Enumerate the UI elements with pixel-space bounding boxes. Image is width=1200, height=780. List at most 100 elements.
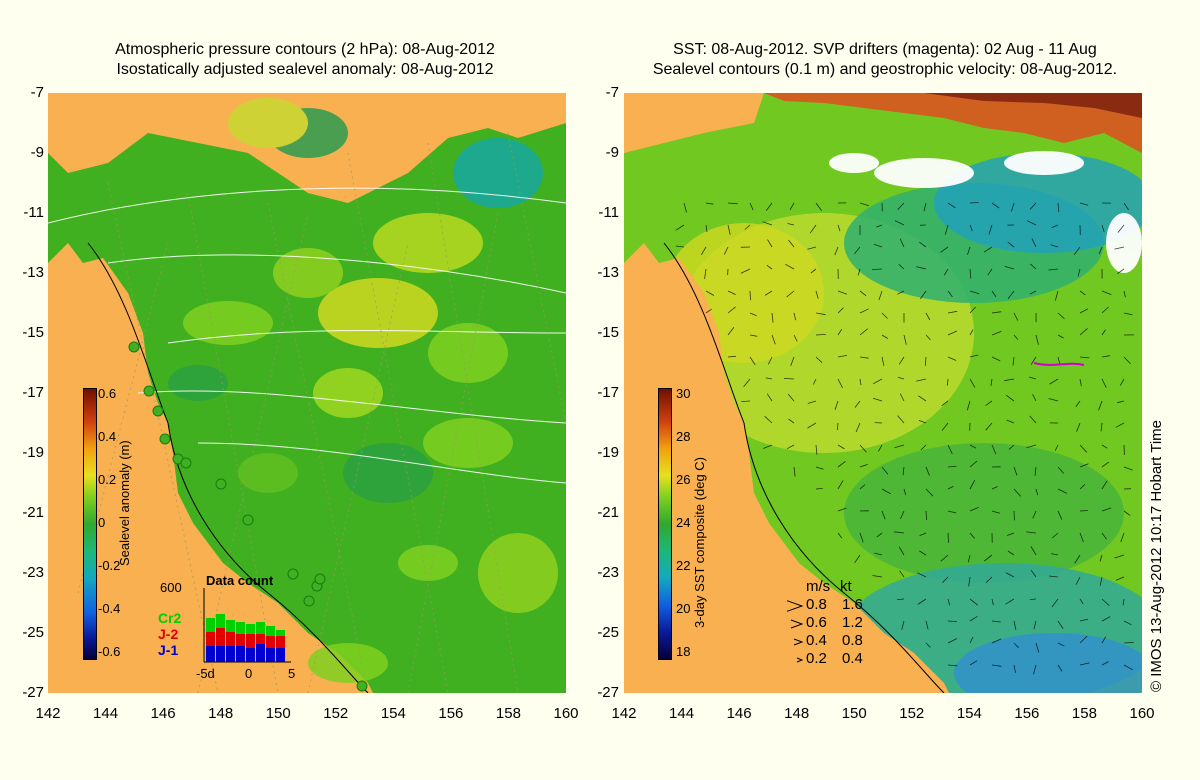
velocity-arrow [984, 554, 993, 562]
velocity-arrow [969, 306, 976, 314]
velocity-arrow [969, 480, 976, 490]
velocity-arrow [1114, 554, 1125, 559]
right-x-tick: 160 [1129, 705, 1155, 722]
sealevel-colorbar-tick: 0.6 [98, 386, 117, 401]
velocity-arrow [837, 532, 843, 539]
velocity-arrow [942, 576, 949, 583]
right-x-tick: 154 [956, 705, 982, 722]
velocity-arrow [762, 221, 773, 226]
sst-map-graphic [624, 93, 1142, 693]
right-x-tick: 156 [1014, 705, 1040, 722]
velocity-arrow [1079, 532, 1084, 543]
velocity-header-kt: kt [840, 578, 852, 595]
velocity-arrow [1079, 510, 1088, 512]
velocity-arrow [881, 510, 886, 520]
velocity-arrow [1073, 246, 1081, 255]
sealevel-colorbar-tick: 0 [98, 515, 106, 530]
velocity-arrow [1029, 202, 1037, 210]
left-x-tick: 142 [35, 705, 61, 722]
velocity-arrow [943, 268, 949, 276]
left-x-tick: 146 [150, 705, 176, 722]
velocity-arrow [859, 290, 867, 297]
data-count-xtick-neg: -5d [196, 666, 215, 681]
velocity-arrow [1122, 598, 1125, 606]
velocity-legend-kt: 1.6 [842, 596, 863, 613]
velocity-arrow [1004, 266, 1015, 270]
velocity-arrow [1079, 662, 1090, 666]
velocity-arrow [1101, 598, 1110, 606]
velocity-arrow [675, 245, 685, 248]
sst-colorbar-title: 3-day SST composite (deg C) [692, 457, 707, 628]
velocity-arrow [991, 356, 1001, 362]
velocity-arrow [1029, 290, 1037, 295]
velocity-arrow [727, 355, 736, 358]
velocity-arrow [881, 488, 891, 495]
velocity-arrow [947, 664, 958, 667]
velocity-arrow [749, 290, 751, 301]
velocity-arrow [876, 532, 883, 538]
velocity-arrow [744, 224, 751, 230]
velocity-arrow [765, 202, 773, 211]
imos-credit: © IMOS 13-Aug-2012 10:17 Hobart Time [1148, 419, 1165, 692]
velocity-arrow [872, 575, 883, 578]
velocity-arrow [1123, 664, 1133, 671]
velocity-arrow [1114, 246, 1125, 250]
velocity-arrow [874, 552, 883, 556]
velocity-arrow [1123, 290, 1126, 298]
right-y-tick: -13 [597, 264, 619, 281]
velocity-arrow [991, 290, 997, 298]
velocity-arrow [969, 460, 978, 468]
velocity-arrow [897, 290, 905, 295]
velocity-arrow [894, 220, 905, 226]
velocity-arrow [859, 464, 868, 468]
velocity-arrow [1079, 444, 1088, 453]
velocity-arrow [1057, 334, 1064, 339]
velocity-arrow [1057, 312, 1065, 319]
velocity-arrow [740, 268, 751, 274]
right-y-tick: -19 [597, 444, 619, 461]
velocity-arrow [705, 290, 715, 296]
velocity-arrow [793, 466, 796, 477]
velocity-arrow [925, 510, 928, 521]
velocity-arrow [1079, 308, 1089, 314]
velocity-arrow [898, 356, 905, 365]
velocity-arrow [787, 393, 795, 402]
velocity-arrow [1030, 356, 1037, 365]
velocity-arrow [1098, 246, 1103, 255]
velocity-arrow [1011, 202, 1015, 212]
sealevel-colorbar-tick: -0.6 [98, 644, 121, 659]
velocity-arrow [988, 224, 993, 235]
right-y-tick: -21 [597, 504, 619, 521]
velocity-arrow [967, 246, 971, 255]
velocity-arrow [1079, 635, 1088, 644]
velocity-arrow [1101, 444, 1108, 449]
velocity-arrow [812, 378, 817, 385]
velocity-arrow [878, 290, 883, 301]
velocity-arrow [944, 224, 949, 235]
sst-colorbar-tick: 20 [676, 601, 691, 616]
velocity-arrow [815, 444, 818, 455]
velocity-arrow [897, 202, 905, 210]
velocity-arrow [1057, 664, 1063, 672]
velocity-arrow [947, 532, 949, 543]
velocity-arrow [1123, 312, 1133, 316]
velocity-arrow [727, 224, 731, 235]
sealevel-colorbar [83, 388, 97, 660]
velocity-arrow [727, 306, 736, 314]
velocity-arrow [855, 422, 861, 433]
velocity-arrow [1029, 376, 1037, 380]
velocity-arrow [789, 202, 795, 211]
velocity-arrow [837, 290, 848, 295]
velocity-arrow [683, 202, 687, 213]
velocity-arrow [815, 290, 819, 299]
velocity-arrow [834, 246, 839, 256]
velocity-arrow [1057, 642, 1065, 647]
velocity-arrow [916, 266, 927, 270]
velocity-arrow [1115, 422, 1125, 428]
velocity-arrow [991, 331, 1002, 336]
velocity-arrow [917, 598, 927, 605]
right-title-line1: SST: 08-Aug-2012. SVP drifters (magenta)… [673, 41, 1097, 58]
velocity-arrow [854, 400, 861, 408]
velocity-arrow [767, 356, 773, 365]
velocity-arrow [1101, 616, 1111, 622]
